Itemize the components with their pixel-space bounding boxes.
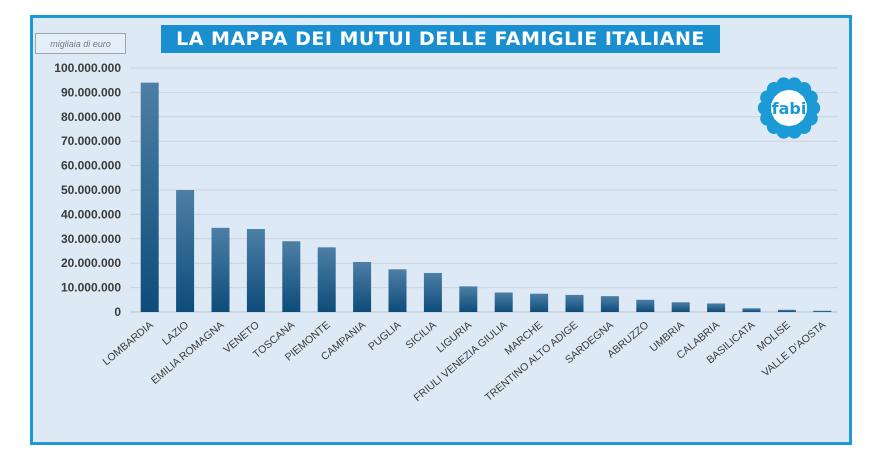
logo-petal — [803, 90, 818, 105]
bar-toscana — [282, 241, 301, 312]
y-tick-label: 80.000.000 — [61, 110, 121, 124]
logo-petal — [776, 77, 791, 92]
gridlines — [130, 67, 838, 313]
bar-veneto — [246, 229, 265, 312]
fabi-logo: fabi — [757, 77, 821, 139]
y-tick-label: 90.000.000 — [61, 85, 121, 99]
bar-lazio — [176, 190, 195, 312]
bar-liguria — [459, 286, 478, 312]
bar-molise — [777, 309, 796, 312]
bar-campania — [353, 261, 372, 312]
y-tick-label: 50.000.000 — [61, 183, 121, 197]
bar-sicilia — [423, 272, 442, 312]
bar-sardegna — [600, 296, 619, 312]
logo-center — [771, 90, 807, 126]
x-tick-label: PUGLIA — [366, 319, 403, 353]
logo-text: fabi — [772, 99, 807, 118]
bar-calabria — [707, 303, 726, 312]
y-tick-label: 100.000.000 — [54, 61, 121, 75]
y-tick-label: 40.000.000 — [61, 207, 121, 221]
bar-puglia — [388, 269, 407, 312]
chart-frame — [30, 15, 852, 445]
x-tick-label: LAZIO — [160, 319, 191, 348]
bar-valle-d-aosta — [813, 310, 832, 312]
y-tick-label: 60.000.000 — [61, 159, 121, 173]
bar-lombardia — [140, 82, 159, 312]
x-tick-label: VALLE D'AOSTA — [760, 319, 828, 379]
y-tick-label: 0 — [114, 305, 121, 319]
logo-petal — [787, 124, 802, 139]
bar-trentino-alto-adige — [565, 294, 584, 312]
bar-marche — [530, 293, 549, 312]
chart-title: LA MAPPA DEI MUTUI DELLE FAMIGLIE ITALIA… — [161, 25, 720, 53]
bar-abruzzo — [636, 299, 655, 312]
bar-umbria — [671, 302, 690, 312]
bar-friuli-venezia-giulia — [494, 292, 513, 312]
x-tick-label: SICILIA — [403, 319, 438, 351]
x-tick-label: LOMBARDIA — [101, 319, 156, 368]
bars — [140, 82, 832, 312]
y-tick-label: 30.000.000 — [61, 232, 121, 246]
y-axis: 0 10.000.000 20.000.000 30.000.000 40.000.00… — [54, 61, 121, 319]
y-tick-label: 70.000.000 — [61, 134, 121, 148]
bar-emilia-romagna — [211, 227, 230, 312]
bar-piemonte — [317, 247, 336, 312]
y-tick-label: 20.000.000 — [61, 256, 121, 270]
unit-label: migliaia di euro — [35, 33, 126, 54]
bar-basilicata — [742, 308, 761, 312]
y-tick-label: 10.000.000 — [61, 281, 121, 295]
